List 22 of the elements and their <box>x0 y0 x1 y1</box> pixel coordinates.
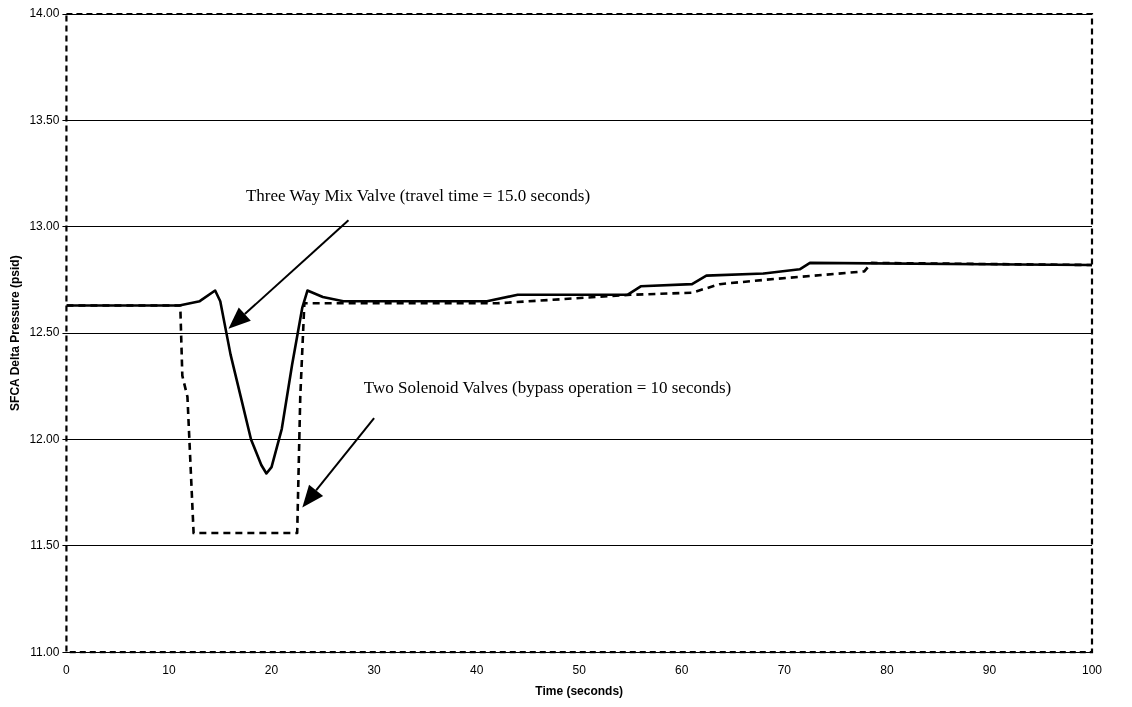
x-tick-label: 90 <box>982 662 997 677</box>
x-tick-label: 0 <box>63 662 71 677</box>
y-tick-label: 13.50 <box>29 112 60 127</box>
y-tick-label: 12.00 <box>29 431 60 446</box>
annotation: Three Way Mix Valve (travel time = 15.0 seconds) <box>245 186 591 206</box>
y-tick-label: 13.00 <box>29 219 60 234</box>
y-axis-title: SFCA Delta Pressure (psid) <box>7 255 22 411</box>
x-tick-label: 10 <box>162 662 176 677</box>
x-tick-label: 20 <box>264 662 279 677</box>
x-tick-label: 50 <box>572 662 587 677</box>
y-tick-label: 14.00 <box>29 6 60 21</box>
x-tick-label: 60 <box>675 662 689 677</box>
y-tick-label: 11.50 <box>30 538 60 553</box>
x-tick-label: 30 <box>367 662 382 677</box>
annotation: Two Solenoid Valves (bypass operation = 10 seconds) <box>363 377 732 397</box>
x-tick-label: 100 <box>1081 662 1103 677</box>
x-tick-label: 40 <box>469 662 484 677</box>
y-tick-label: 12.50 <box>29 325 60 340</box>
x-tick-label: 70 <box>777 662 792 677</box>
x-axis-title: Time (seconds) <box>535 684 624 699</box>
x-tick-label: 80 <box>880 662 894 677</box>
y-tick-label: 11.00 <box>30 644 60 659</box>
